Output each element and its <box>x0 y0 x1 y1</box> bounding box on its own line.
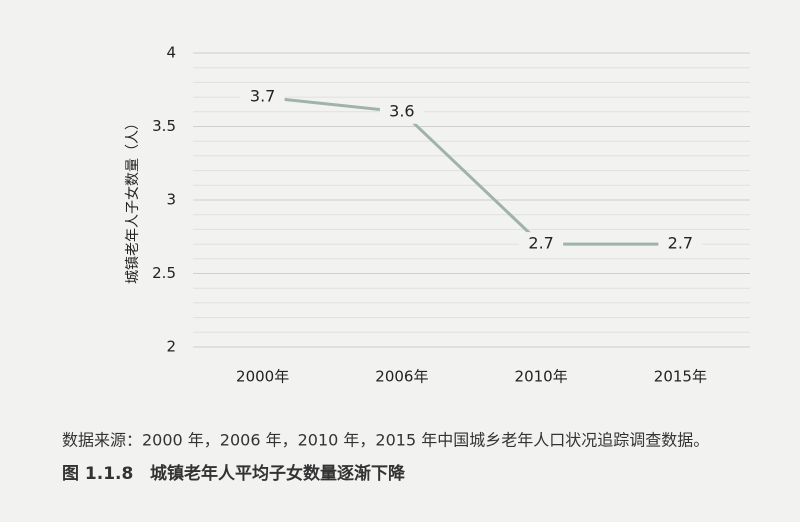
y-axis-label: 城镇老年人子女数量（人） <box>124 116 141 284</box>
y-tick-label: 3 <box>166 191 176 209</box>
y-tick-label: 4 <box>166 44 176 62</box>
y-tick-label: 2 <box>166 338 176 356</box>
x-tick-label: 2006年 <box>375 368 428 386</box>
x-tick-label: 2015年 <box>654 368 707 386</box>
data-label: 3.6 <box>389 101 414 120</box>
x-tick-label: 2010年 <box>515 368 568 386</box>
source-note: 数据来源：2000 年，2006 年，2010 年，2015 年中国城乡老年人口… <box>62 431 709 450</box>
x-tick-label: 2000年 <box>236 368 289 386</box>
label-background <box>379 99 424 124</box>
y-tick-label: 2.5 <box>152 264 176 282</box>
label-background <box>658 232 703 257</box>
data-label: 2.7 <box>668 234 693 253</box>
y-tick-label: 3.5 <box>152 117 176 135</box>
data-line <box>262 95 681 246</box>
data-label: 2.7 <box>528 234 553 253</box>
figure-caption: 城镇老年人平均子女数量逐渐下降 <box>150 463 406 484</box>
figure-label: 图 1.1.8 <box>62 464 133 484</box>
label-background <box>240 85 285 110</box>
label-background <box>519 232 564 257</box>
data-label: 3.7 <box>250 87 275 106</box>
